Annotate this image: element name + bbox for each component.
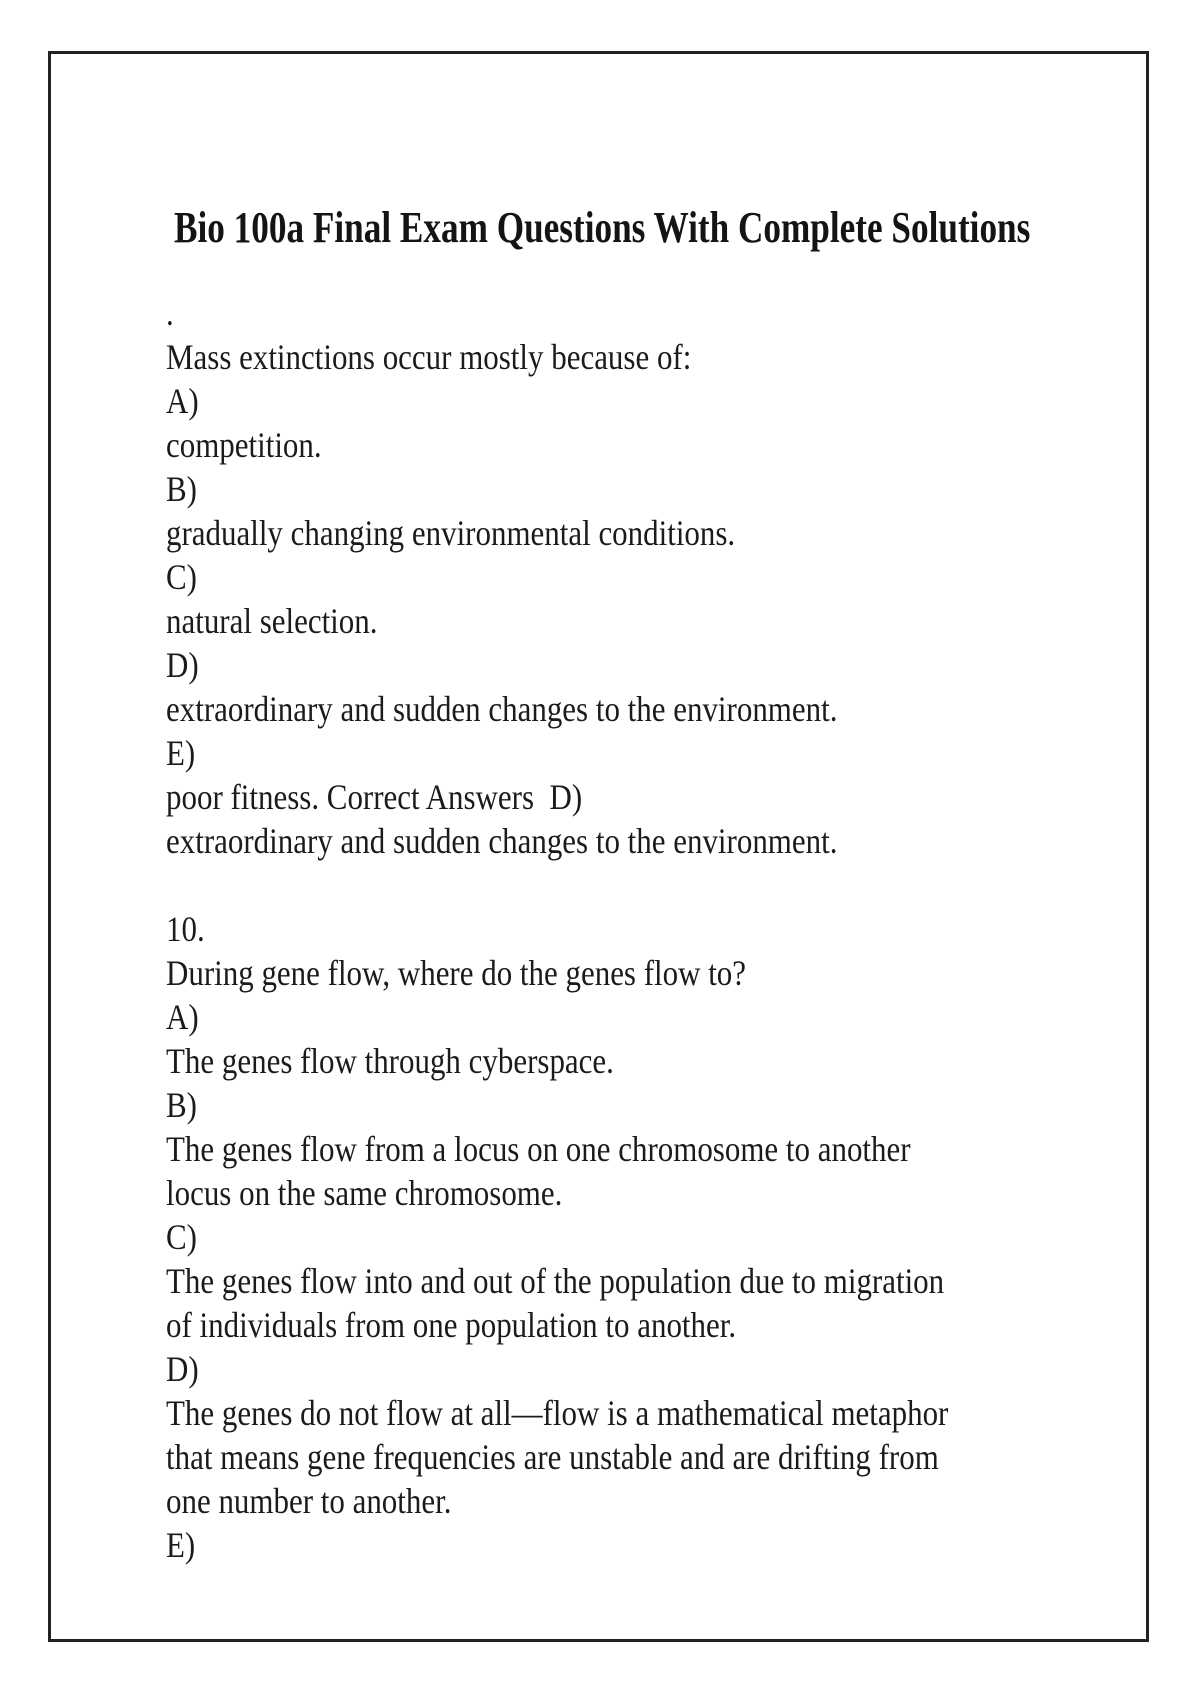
text-line: of individuals from one population to an…	[130, 1259, 1076, 1345]
text-line: D)	[130, 599, 1076, 685]
text-line: The genes flow from a locus on one chrom…	[130, 1083, 1076, 1169]
text-line: D)	[130, 1303, 1076, 1389]
text-line: competition.	[130, 379, 1076, 465]
text-line: Mass extinctions occur mostly because of…	[130, 291, 1076, 377]
text-line-content: D)	[166, 1349, 199, 1389]
text-line-content: A)	[166, 381, 199, 421]
text-line: The genes do not flow at all—flow is a m…	[130, 1347, 1076, 1433]
text-line-content: B)	[166, 1085, 197, 1125]
text-line: poor fitness. Correct Answers D)	[130, 731, 1076, 817]
text-line: B)	[130, 423, 1076, 509]
text-line-content: The genes do not flow at all—flow is a m…	[166, 1393, 949, 1433]
text-line-content: natural selection.	[166, 601, 378, 641]
text-line-content: 10.	[166, 909, 205, 949]
text-line-content: The genes flow from a locus on one chrom…	[166, 1129, 911, 1169]
text-line-content: The genes flow into and out of the popul…	[166, 1261, 945, 1301]
text-line: The genes flow through cyberspace.	[130, 995, 1076, 1081]
text-line-content: locus on the same chromosome.	[166, 1173, 563, 1213]
text-line: .	[130, 247, 1076, 333]
text-line: E)	[130, 1479, 1076, 1565]
text-line: C)	[130, 1171, 1076, 1257]
text-line: A)	[130, 335, 1076, 421]
text-line-content: E)	[166, 733, 196, 773]
text-line: B)	[130, 1039, 1076, 1125]
text-line-content: .	[166, 293, 174, 333]
text-line-content: one number to another.	[166, 1481, 452, 1521]
text-line: extraordinary and sudden changes to the …	[130, 643, 1076, 729]
text-line-content: C)	[166, 557, 197, 597]
text-line-content: The genes flow through cyberspace.	[166, 1041, 614, 1081]
text-line: C)	[130, 511, 1076, 597]
text-line-content: that means gene frequencies are unstable…	[166, 1437, 939, 1477]
text-line-content: D)	[166, 645, 199, 685]
text-line: that means gene frequencies are unstable…	[130, 1391, 1076, 1477]
page-title-text: Bio 100a Final Exam Questions With Compl…	[174, 203, 1031, 252]
text-line: E)	[130, 687, 1076, 773]
text-line-content: of individuals from one population to an…	[166, 1305, 737, 1345]
text-line-content: C)	[166, 1217, 197, 1257]
text-line: locus on the same chromosome.	[130, 1127, 1076, 1213]
text-line-content: extraordinary and sudden changes to the …	[166, 689, 838, 729]
page-title: Bio 100a Final Exam Questions With Compl…	[130, 150, 1200, 306]
page-border	[48, 51, 1149, 1642]
text-line: During gene flow, where do the genes flo…	[130, 907, 1076, 993]
text-line: The genes flow into and out of the popul…	[130, 1215, 1076, 1301]
text-line-content: A)	[166, 997, 199, 1037]
text-line-content: B)	[166, 469, 197, 509]
text-line: extraordinary and sudden changes to the …	[130, 775, 1076, 861]
text-line: A)	[130, 951, 1076, 1037]
text-line-content: Mass extinctions occur mostly because of…	[166, 337, 692, 377]
text-line-content: gradually changing environmental conditi…	[166, 513, 736, 553]
text-line-content: poor fitness. Correct Answers D)	[166, 777, 583, 817]
document-body: . Mass extinctions occur mostly because …	[130, 247, 1076, 1565]
text-line-content: E)	[166, 1525, 196, 1565]
text-line: gradually changing environmental conditi…	[130, 467, 1076, 553]
text-line-content: extraordinary and sudden changes to the …	[166, 821, 838, 861]
text-line: 10.	[130, 863, 1076, 949]
text-line: one number to another.	[130, 1435, 1076, 1521]
text-line: natural selection.	[130, 555, 1076, 641]
text-line-content: During gene flow, where do the genes flo…	[166, 953, 747, 993]
text-line-content: competition.	[166, 425, 322, 465]
